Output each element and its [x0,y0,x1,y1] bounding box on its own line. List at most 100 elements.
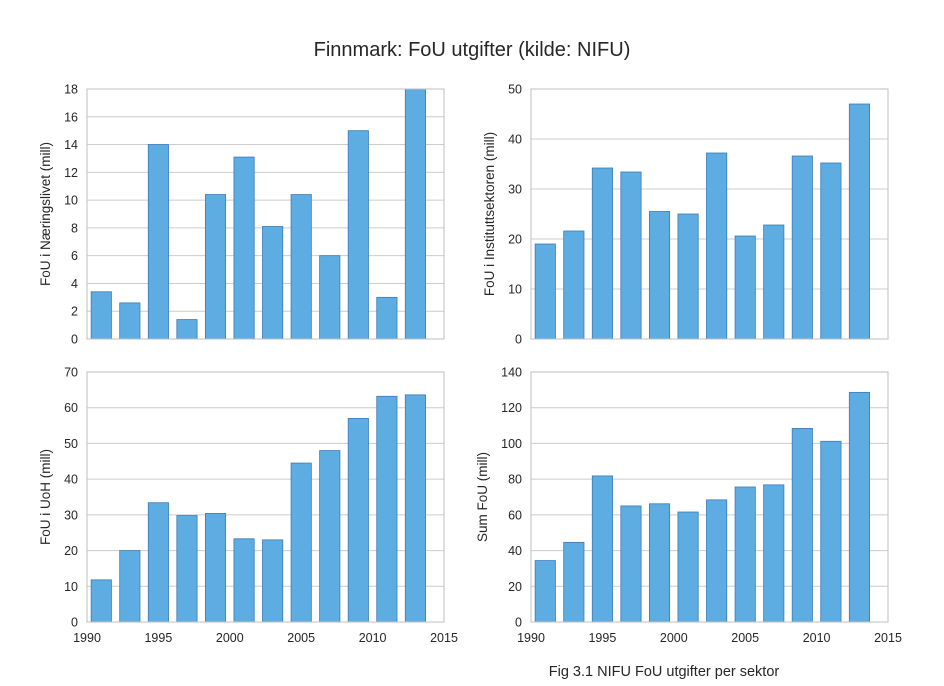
y-tick-label: 100 [501,437,522,451]
x-tick-label: 2010 [359,631,387,645]
y-tick-label: 14 [64,138,78,152]
x-tick-label: 1995 [144,631,172,645]
bar [176,319,198,340]
figure-caption: Fig 3.1 NIFU FoU utgifter per sektor [549,664,780,680]
bar [404,394,426,623]
bar [620,505,642,623]
bar [204,194,227,340]
plot-frame [86,88,445,340]
bar [376,296,398,340]
x-tick-label: 1990 [73,631,101,645]
bar [347,130,369,340]
x-tick-label: 2000 [660,631,688,645]
bar [734,486,756,623]
bar [620,171,642,340]
y-tick-label: 60 [64,401,78,415]
y-tick-label: 0 [515,616,522,630]
y-tick-label: 120 [501,401,522,415]
y-axis-label: FoU i Næringslivet (mill) [38,142,53,286]
bar [848,103,870,340]
bar [290,194,312,340]
y-tick-label: 10 [64,194,78,208]
bar [563,230,585,340]
subplots: 0 2 4 6 8 10 12 14 16 18 FoU i Næringslivet (mill)… [38,83,902,646]
plot-frame [86,371,445,623]
bar [290,462,312,623]
x-tick-label: 2005 [731,631,759,645]
bar [820,440,842,623]
bar [376,395,398,623]
x-tick-label: 1990 [517,631,545,645]
y-tick-label: 40 [64,473,78,487]
y-tick-label: 18 [64,83,78,97]
bar [591,475,613,623]
y-tick-label: 30 [508,183,522,197]
bar [347,418,369,623]
subplot-1: 0 2 4 6 8 10 12 14 16 18 FoU i Næringslivet (mill) [38,83,445,347]
x-tick-label: 1995 [588,631,616,645]
y-tick-label: 40 [508,133,522,147]
bar [90,291,112,340]
bar [233,156,255,340]
y-axis-label: Sum FoU (mill) [475,452,490,542]
y-axis-label: FoU i Instituttsektoren (mill) [482,132,497,296]
y-tick-label: 16 [64,110,78,124]
bar [319,255,341,340]
y-tick-label: 30 [64,508,78,522]
bar [763,224,785,340]
bar [706,499,728,623]
bar [820,162,842,340]
x-tick-label: 2010 [803,631,831,645]
y-tick-label: 0 [71,333,78,347]
bar [677,213,699,340]
bar [648,211,671,340]
bar [404,88,426,340]
bar [262,226,284,340]
bar [534,243,556,340]
bar [648,503,671,623]
bar [677,511,699,623]
bar [319,450,341,623]
bar [706,152,728,340]
plot-frame [530,371,889,623]
plot-frame [530,88,889,340]
y-tick-label: 70 [64,366,78,380]
bar [119,550,141,623]
y-tick-label: 50 [508,83,522,97]
bar [262,539,284,623]
y-tick-label: 80 [508,473,522,487]
bar [563,541,585,623]
bar [147,144,169,340]
bar [204,513,227,623]
bar [534,560,556,623]
bar [791,428,813,623]
bar [763,484,785,623]
subplot-3: 0 10 20 30 40 50 60 70 1990 1995 2000 2005 2010 2015 F… [38,366,458,646]
bar [233,538,255,623]
bar [791,155,813,340]
x-tick-label: 2015 [874,631,902,645]
x-tick-label: 2005 [287,631,315,645]
y-tick-label: 20 [508,580,522,594]
y-tick-label: 10 [508,283,522,297]
y-tick-label: 2 [71,305,78,319]
y-tick-label: 20 [64,544,78,558]
x-tick-label: 2015 [430,631,458,645]
y-tick-label: 50 [64,437,78,451]
y-tick-label: 12 [64,166,78,180]
bar [734,235,756,340]
y-tick-label: 0 [515,333,522,347]
y-axis-label: FoU i UoH (mill) [38,449,53,545]
bar [90,579,112,623]
bar [848,391,870,623]
subplot-4: 0 20 40 60 80 100 120 140 1990 1995 2000 2005 2010 20… [475,366,902,646]
y-tick-label: 20 [508,233,522,247]
y-tick-label: 4 [71,277,78,291]
y-tick-label: 0 [71,616,78,630]
y-tick-label: 8 [71,221,78,235]
bar [591,167,613,340]
y-tick-label: 140 [501,366,522,380]
y-tick-label: 40 [508,544,522,558]
y-tick-label: 6 [71,249,78,263]
